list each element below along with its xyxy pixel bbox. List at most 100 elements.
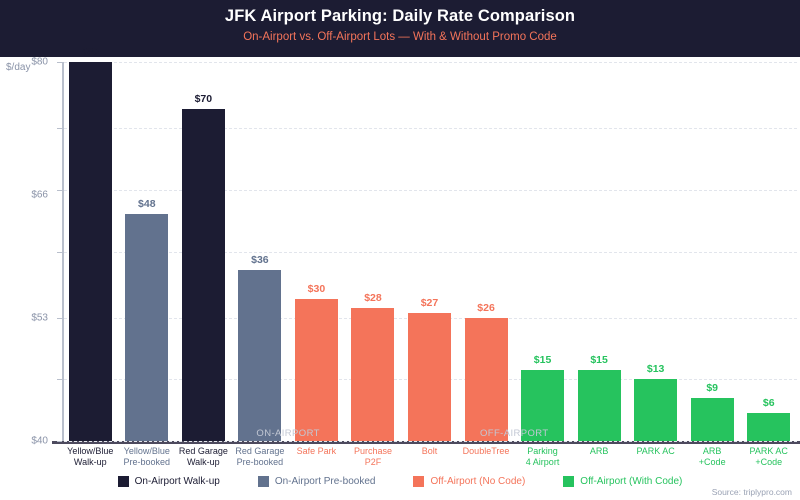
legend-swatch-icon <box>563 476 575 487</box>
group-annotation: ON-AIRPORT <box>256 428 320 439</box>
x-axis-tick-label-line: P2F <box>364 457 382 467</box>
bar-value-label: $28 <box>364 292 382 305</box>
x-axis-tick-label-line: ARB <box>589 446 609 456</box>
x-axis-tick-label: Red Garage Pre-booked <box>235 446 284 468</box>
x-axis-tick-label-line: Red Garage <box>235 446 285 456</box>
bar-value-label: $26 <box>477 301 495 314</box>
legend-label: On-Airport Walk-up <box>134 476 220 487</box>
bar-value-label: $70 <box>194 93 213 106</box>
x-axis-tick-label-line: Yellow/Blue <box>67 446 114 456</box>
x-axis-tick-label-line: Pre-booked <box>236 457 284 467</box>
legend-swatch-icon <box>413 476 425 487</box>
x-axis-tick-label-line: Parking <box>527 446 558 456</box>
bar[interactable]: $70 <box>181 93 225 441</box>
gridline <box>64 251 797 253</box>
group-annotation: OFF-AIRPORT <box>479 428 549 439</box>
x-axis-tick-label-line: Bolt <box>421 446 438 456</box>
bar-value-label: $36 <box>251 254 269 267</box>
bar-value-label: $15 <box>533 353 552 366</box>
x-axis-baseline <box>52 441 800 444</box>
x-axis-tick-label-line: Safe Park <box>296 446 337 456</box>
legend-swatch-icon <box>117 476 129 487</box>
x-axis-tick-label-line: Red Garage <box>178 446 228 456</box>
x-axis-tick-label-line: +Code <box>698 457 726 467</box>
gridline <box>64 441 797 442</box>
y-axis-tick: $13 <box>57 379 62 381</box>
x-axis-tick-label-line: PARK AC <box>636 446 675 456</box>
y-axis-tick-label: $80 <box>31 56 48 68</box>
x-axis-tick-label: DoubleTree <box>463 446 510 457</box>
legend-item[interactable]: Off-Airport (With Code) <box>563 476 682 487</box>
bar[interactable]: $27 <box>408 297 451 441</box>
bar-value-label: $15 <box>590 353 608 366</box>
bar[interactable]: $36 <box>238 254 282 441</box>
y-axis-tick: $66 <box>31 128 62 200</box>
legend-item[interactable]: On-Airport Pre-booked <box>257 476 376 487</box>
legend-swatch-icon <box>257 476 269 487</box>
y-axis-tick: $40 <box>31 251 62 447</box>
x-axis-tick-label-line: PARK AC <box>749 446 788 456</box>
x-axis-tick-label: ARB <box>590 446 609 457</box>
x-axis-tick-label-line: Purchase <box>353 446 392 456</box>
x-axis-tick-label-line: 4 Airport <box>525 457 560 467</box>
source-note: Source: triplypro.com <box>711 487 792 497</box>
page-title: JFK Airport Parking: Daily Rate Comparis… <box>224 7 576 25</box>
x-axis-tick-label: Bolt <box>422 446 438 457</box>
legend-label: On-Airport Pre-booked <box>274 476 376 487</box>
bar[interactable]: $30 <box>294 283 338 441</box>
bar-value-label: $27 <box>420 297 439 310</box>
bar[interactable]: $26 <box>464 302 508 441</box>
legend-label: Off-Airport (No Code) <box>430 476 526 487</box>
x-axis-tick-label: Safe Park <box>297 446 337 457</box>
x-axis-tick-label-line: Walk-up <box>73 457 107 467</box>
chart-subtitle: On-Airport vs. Off-Airport Lots — With &… <box>243 31 557 43</box>
chart-header: JFK Airport Parking: Daily Rate Comparis… <box>0 0 800 57</box>
chart-legend: On-Airport Walk-up On-Airport Pre-booked O… <box>0 476 800 487</box>
x-axis-tick-label-line: Yellow/Blue <box>123 446 170 456</box>
x-axis-tick-label-line: Walk-up <box>187 457 220 467</box>
x-axis-tick-label: PARK AC +Code <box>750 446 788 468</box>
y-axis-tick: $80 <box>31 57 62 68</box>
bar-value-label: $13 <box>646 363 665 376</box>
x-axis-tick-label: Parking 4 Airport <box>526 446 560 468</box>
x-axis-tick-label-line: DoubleTree <box>462 446 510 456</box>
bar[interactable]: $6 <box>747 397 791 441</box>
legend-label: Off-Airport (With Code) <box>580 476 683 487</box>
y-axis-tick-label: $40 <box>31 435 48 447</box>
y-axis-unit-label: $/day <box>6 62 31 73</box>
x-axis-tick-label-line: Pre-booked <box>123 457 171 467</box>
legend-item[interactable]: Off-Airport (No Code) <box>413 476 525 487</box>
bar-value-label: $30 <box>307 282 326 295</box>
bar[interactable]: $80 <box>68 46 112 441</box>
x-axis-tick-label: Purchase P2F <box>354 446 392 468</box>
bar-value-label: $80 <box>81 46 100 58</box>
y-axis-tick: $26 <box>57 317 62 319</box>
y-axis-spine <box>62 62 64 441</box>
bar-value-label: $48 <box>138 197 156 210</box>
plot-area: $0 $13 $26 $40 $53 $66 $80 $80 $48 $70 $36 $30 $28 $2… <box>31 46 800 447</box>
x-axis-tick-label-line: +Code <box>755 457 783 467</box>
bar-value-label: $9 <box>706 382 719 395</box>
y-axis-tick: $0 <box>57 441 62 442</box>
x-axis-tick-label: Yellow/Blue Pre-booked <box>124 446 171 468</box>
bar[interactable]: $13 <box>634 363 678 441</box>
bar-value-label: $6 <box>762 396 775 409</box>
bar[interactable]: $15 <box>521 354 565 441</box>
y-axis-tick-label: $66 <box>31 189 48 201</box>
y-axis-tick: $53 <box>31 189 62 323</box>
gridline <box>64 62 797 63</box>
x-axis-tick-label: Red Garage Walk-up <box>179 446 228 468</box>
legend-item[interactable]: On-Airport Walk-up <box>117 476 220 487</box>
bar[interactable]: $28 <box>351 292 395 441</box>
x-axis-tick-label-line: ARB <box>702 446 722 456</box>
gridline <box>64 189 797 191</box>
x-axis-tick-label: PARK AC <box>636 446 674 457</box>
x-axis-tick-label: ARB +Code <box>699 446 726 468</box>
bar[interactable]: $48 <box>125 198 169 441</box>
bar[interactable]: $15 <box>577 354 621 441</box>
bar[interactable]: $9 <box>690 382 734 441</box>
y-axis-tick-label: $53 <box>31 312 48 324</box>
x-axis-tick-label: Yellow/Blue Walk-up <box>67 446 113 468</box>
gridline <box>64 128 797 130</box>
